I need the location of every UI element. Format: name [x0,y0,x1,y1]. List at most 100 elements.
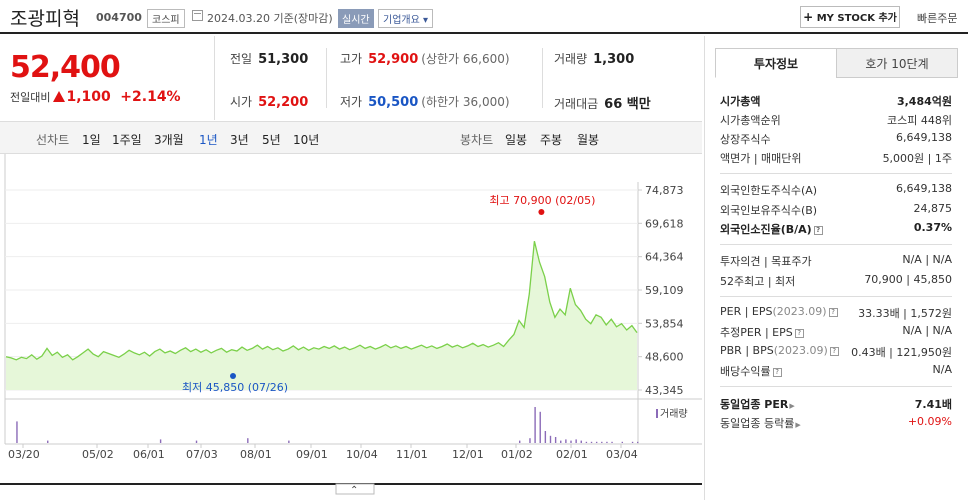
low-marker [230,373,236,379]
stat-value: 66 백만 [604,97,651,112]
change-label: 전일대비 [10,91,51,104]
x-tick-label: 12/01 [452,448,484,461]
volume-legend: 거래량 [660,408,688,420]
help-icon[interactable]: ? [772,368,782,377]
current-price: 52,400 [10,50,121,85]
help-icon[interactable]: ? [813,226,823,235]
line-chart-label: 선차트 [36,133,70,147]
price-chart-svg: 74,873 69,618 64,364 59,109 53,854 48,600 43,3… [0,154,702,496]
row-value: N/A | N/A [902,324,952,337]
help-icon[interactable]: ? [794,329,804,338]
volume-legend-swatch [656,409,658,418]
y-tick-label: 69,618 [645,217,684,230]
upper-limit: (상한가 66,600) [421,52,510,66]
x-tick-label: 09/01 [296,448,328,461]
stat-amount: 거래대금 66 백만 [554,93,651,112]
tab-orderbook[interactable]: 호가 10단계 [836,48,958,78]
lower-limit: (하한가 36,000) [421,95,510,109]
period-1w[interactable]: 1주일 [112,133,142,147]
row-label: 동일업종 등락률▶ [720,415,801,431]
panel-tabs: 투자정보 호가 10단계 [715,48,958,78]
volume-bar [570,440,572,443]
row-value: 3,484억원 [896,95,952,108]
stat-label: 거래량 [554,52,588,66]
x-tick-label: 02/01 [556,448,588,461]
period-5y[interactable]: 5년 [262,133,281,147]
row-industry-per[interactable]: 동일업종 PER▶ 7.41배 [720,396,952,414]
x-tick-label: 10/04 [346,448,378,461]
candle-chart-label: 봉차트 [460,133,494,147]
period-10y[interactable]: 10년 [293,133,320,147]
volume-bar [606,441,608,443]
realtime-button[interactable]: 실시간 [338,9,374,28]
row-industry-change[interactable]: 동일업종 등락률▶ +0.09% [720,415,952,433]
volume-bar [539,411,541,443]
row-label: 액면가 | 매매단위 [720,152,802,165]
row-value: 코스피 448위 [887,114,952,127]
low-label: 최저 45,850 (07/26) [182,381,288,394]
candle-monthly[interactable]: 월봉 [577,133,600,147]
period-3m[interactable]: 3개월 [154,133,184,147]
volume-bar [534,407,536,443]
y-tick-label: 59,109 [645,284,684,297]
collapse-button [335,483,375,495]
stat-label: 고가 [340,52,363,66]
row-value: 7.41배 [914,398,952,411]
quick-order-link[interactable]: 빠른주문 [917,12,958,25]
row-label: 상장주식수 [720,133,771,146]
volume-bar [575,439,577,443]
row-value: N/A | N/A [902,253,952,266]
candle-daily[interactable]: 일봉 [505,133,528,147]
quote-date: 2024.03.20 기준(장마감) [207,10,333,26]
stat-value: 50,500 [368,95,419,110]
help-icon[interactable]: ? [828,308,838,317]
period-1y[interactable]: 1년 [199,133,218,147]
candle-weekly[interactable]: 주봉 [540,133,563,147]
date-value: 2024.03.20 [207,12,270,25]
tab-investment-info[interactable]: 투자정보 [715,48,837,78]
row-market-cap: 시가총액 3,484억원 [720,93,952,111]
chevron-right-icon: ▶ [789,402,795,410]
chart-toolbar: 선차트 1일 1주일 3개월 1년 3년 5년 10년 봉차트 일봉 주봉 월봉 [0,121,702,154]
stat-value: 1,300 [593,52,635,67]
row-label: 외국인보유주식수(B) [720,204,818,217]
x-tick-label: 01/02 [501,448,533,461]
row-opinion: 투자의견 | 목표주가 N/A | N/A [720,253,952,271]
volume-bar [621,441,624,443]
row-label: 외국인소진율(B/A)? [720,221,823,237]
volume-bar [631,441,634,443]
period-3y[interactable]: 3년 [230,133,249,147]
chevron-right-icon: ▶ [795,421,801,429]
row-label: 시가총액 [720,95,761,108]
row-label: 시가총액순위 [720,114,781,127]
volume-bar [601,441,603,443]
price-block: 52,400 전일대비 1,100 +2.14% [0,36,215,120]
label-year: (2023.09) [772,305,827,318]
label-text: PER | EPS [720,305,773,318]
row-value: +0.09% [907,415,952,428]
volume-bar [247,438,249,443]
row-label: PER | EPS(2023.09)? [720,305,838,318]
stat-label: 시가 [230,95,253,109]
volume-bar [595,441,598,443]
volume-bar [580,440,582,443]
company-info-label: 기업개요 [383,15,420,26]
y-tick-label: 53,854 [645,317,684,330]
period-1d[interactable]: 1일 [82,133,101,147]
volume-bar [637,441,639,443]
stock-header: 조광피혁 004700 코스피 2024.03.20 기준(장마감) 실시간 기… [0,0,968,34]
stat-label: 전일 [230,52,253,66]
label-text: 동일업종 등락률 [720,417,795,430]
add-my-stock-button[interactable]: + MY STOCK 추가 [800,6,900,28]
row-value: 24,875 [913,202,953,215]
row-label: 동일업종 PER▶ [720,396,795,412]
row-label: 투자의견 | 목표주가 [720,255,812,268]
calendar-icon [192,10,203,21]
help-icon[interactable]: ? [829,347,839,356]
company-info-dropdown[interactable]: 기업개요 ▾ [378,9,434,28]
plus-icon: + [803,10,814,24]
price-area [6,241,637,390]
y-tick-label: 48,600 [645,351,684,364]
stat-open: 시가 52,200 [230,93,308,110]
high-label: 최고 70,900 (02/05) [489,194,595,207]
